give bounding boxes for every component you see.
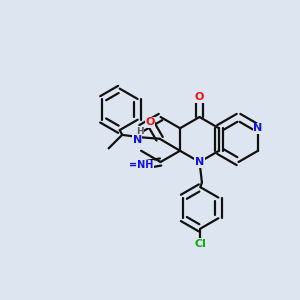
Text: N: N: [254, 123, 262, 133]
Text: H: H: [136, 127, 144, 136]
Text: Cl: Cl: [194, 238, 206, 249]
Text: N: N: [133, 135, 142, 145]
Text: =NH: =NH: [129, 160, 153, 170]
Text: N: N: [195, 157, 204, 167]
Text: O: O: [195, 92, 204, 103]
Text: O: O: [146, 117, 155, 127]
